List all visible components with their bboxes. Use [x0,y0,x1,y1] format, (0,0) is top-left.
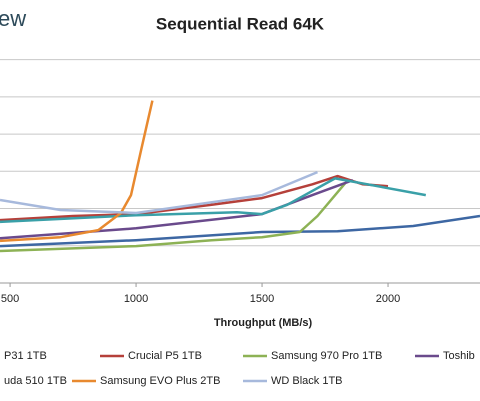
legend-label: Crucial P5 1TB [128,350,202,362]
x-tick-label: 1000 [124,293,148,305]
legend-label: uda 510 1TB [4,375,67,387]
legend-label: Samsung 970 Pro 1TB [271,350,382,362]
x-tick-label: 2000 [376,293,400,305]
legend-label: Samsung EVO Plus 2TB [100,375,220,387]
series-line [0,182,347,253]
legend-label: P31 1TB [4,350,47,362]
series-line [0,177,427,224]
x-axis-title: Throughput (MB/s) [214,317,313,329]
x-tick-label: 500 [1,293,19,305]
legend-label: WD Black 1TB [271,375,343,387]
series-line [0,170,318,215]
chart-title: Sequential Read 64K [156,14,325,33]
x-tick-label: 1500 [250,293,274,305]
legend-label: Toshib [443,350,475,362]
series-line [0,214,480,248]
logo: ew [0,6,26,31]
